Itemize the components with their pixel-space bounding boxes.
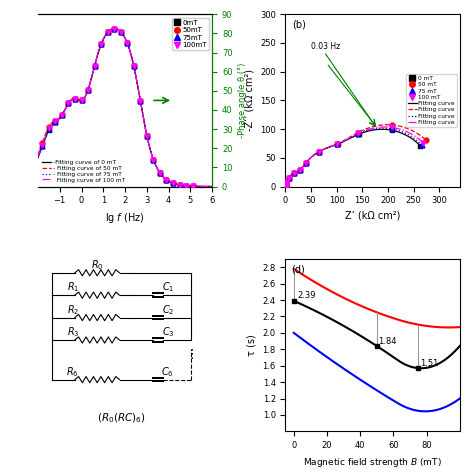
- Text: $C_3$: $C_3$: [162, 325, 174, 339]
- Y-axis label: -Z’’ (kΩ cm²): -Z’’ (kΩ cm²): [244, 69, 255, 131]
- X-axis label: Magnetic field strength $B$ (mT): Magnetic field strength $B$ (mT): [303, 456, 442, 469]
- Text: $R_2$: $R_2$: [67, 303, 79, 317]
- X-axis label: Z’ (kΩ cm²): Z’ (kΩ cm²): [345, 211, 401, 221]
- Text: ⋮: ⋮: [185, 348, 198, 361]
- Text: (b): (b): [292, 19, 306, 29]
- Y-axis label: τ (s): τ (s): [247, 334, 257, 356]
- Text: $C_6$: $C_6$: [162, 365, 174, 379]
- Legend: 0 mT, 50 mT, 75 mT, 100 mT, Fitting curve, Fitting curve, Fitting curve, Fitting: 0 mT, 50 mT, 75 mT, 100 mT, Fitting curv…: [406, 74, 457, 127]
- X-axis label: lg $f$ (Hz): lg $f$ (Hz): [105, 211, 145, 225]
- Text: (d): (d): [291, 264, 304, 274]
- Text: $R_6$: $R_6$: [66, 365, 79, 379]
- Y-axis label: -Phase angle θ (°): -Phase angle θ (°): [238, 63, 247, 138]
- Text: $(R_0(RC)_6)$: $(R_0(RC)_6)$: [97, 411, 146, 425]
- Text: 1.51: 1.51: [420, 359, 438, 368]
- Text: $C_2$: $C_2$: [162, 303, 174, 317]
- Text: $C_1$: $C_1$: [162, 280, 174, 294]
- Text: $R_3$: $R_3$: [66, 325, 79, 339]
- Text: 2.39: 2.39: [297, 291, 316, 300]
- Text: $R_1$: $R_1$: [66, 280, 79, 294]
- Legend: -Fitting curve of 0 mT, - Fitting curve of 50 mT, - Fitting curve of 75 mT,   Fi: -Fitting curve of 0 mT, - Fitting curve …: [41, 158, 126, 183]
- Text: $R_0$: $R_0$: [91, 258, 103, 272]
- Text: 1.84: 1.84: [378, 337, 397, 346]
- Text: 0.03 Hz: 0.03 Hz: [311, 42, 340, 51]
- Legend: 0mT, 50mT, 75mT, 100mT: 0mT, 50mT, 75mT, 100mT: [173, 18, 209, 50]
